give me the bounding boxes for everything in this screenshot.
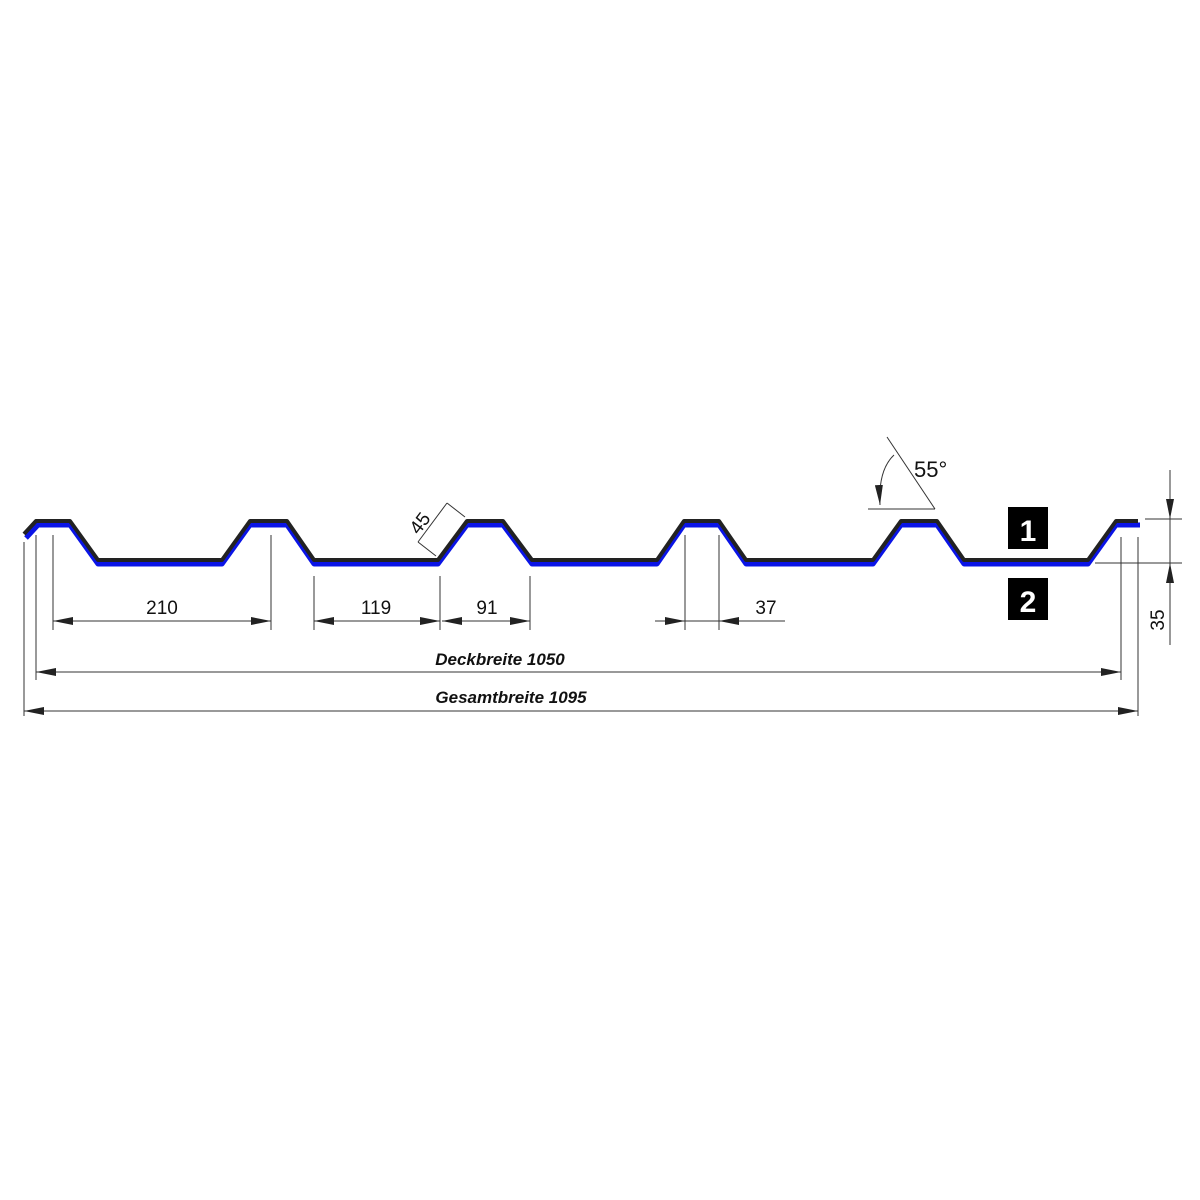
side-1-box <box>1008 507 1048 549</box>
side-2-label: 2 <box>1020 586 1037 619</box>
profile-top-layer <box>22 519 1138 562</box>
flank-45-label: 45 <box>406 509 435 539</box>
profile-bottom-coating <box>24 522 1140 567</box>
dim-119-label: 119 <box>361 598 391 619</box>
side-1-label: 1 <box>1020 515 1037 548</box>
flank-dimension <box>417 502 466 557</box>
cover-width-label: Deckbreite 1050 <box>435 650 565 669</box>
total-width-label: Gesamtbreite 1095 <box>435 688 587 707</box>
dim-210-label: 210 <box>146 598 178 619</box>
angle-55-label: 55° <box>914 457 947 482</box>
dim-91-label: 91 <box>476 598 497 619</box>
dim-37-label: 37 <box>755 598 776 619</box>
side-2-box <box>1008 578 1048 620</box>
height-35-label: 35 <box>1148 609 1169 630</box>
angle-dimension <box>868 436 936 510</box>
